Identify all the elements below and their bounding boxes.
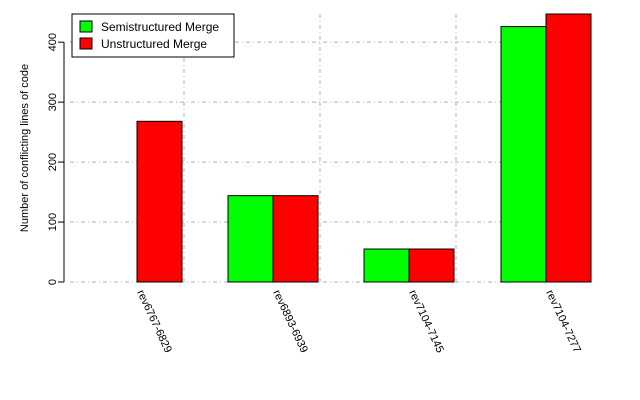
legend-swatch-unstructured xyxy=(79,37,93,50)
y-axis-title: Number of conflicting lines of code xyxy=(19,64,31,232)
legend-label-unstructured: Unstructured Merge xyxy=(101,37,207,51)
y-tick-label: 100 xyxy=(47,213,59,231)
bar-unstructured-1 xyxy=(272,195,319,283)
bar-unstructured-3 xyxy=(545,13,592,283)
grid-lines xyxy=(70,14,592,283)
y-tick-label: 0 xyxy=(47,279,59,285)
y-tick-label: 300 xyxy=(47,93,59,111)
x-tick-label: rev6767-6829 xyxy=(134,288,174,355)
legend-label-semistructured: Semistructured Merge xyxy=(101,20,219,34)
y-tick-label: 200 xyxy=(47,153,59,171)
x-tick-label: rev7104-7145 xyxy=(406,288,446,355)
bar-semistructured-2 xyxy=(363,248,410,283)
bar-semistructured-3 xyxy=(500,26,547,283)
bar-unstructured-2 xyxy=(408,248,455,283)
y-axis: 0 100 200 300 400 xyxy=(47,33,65,285)
bar-semistructured-1 xyxy=(227,195,274,283)
legend-swatch-semistructured xyxy=(79,20,93,33)
legend-box xyxy=(71,13,235,58)
x-tick-label: rev6893-6939 xyxy=(270,288,310,355)
legend: Semistructured Merge Unstructured Merge xyxy=(71,13,235,58)
y-tick-label: 400 xyxy=(47,33,59,51)
category-labels: rev6767-6829 rev6893-6939 rev7104-7145 rev7… xyxy=(134,288,583,355)
x-tick-label: rev7104-7277 xyxy=(543,288,583,355)
bar-unstructured-0 xyxy=(136,120,183,283)
bars xyxy=(136,13,592,283)
